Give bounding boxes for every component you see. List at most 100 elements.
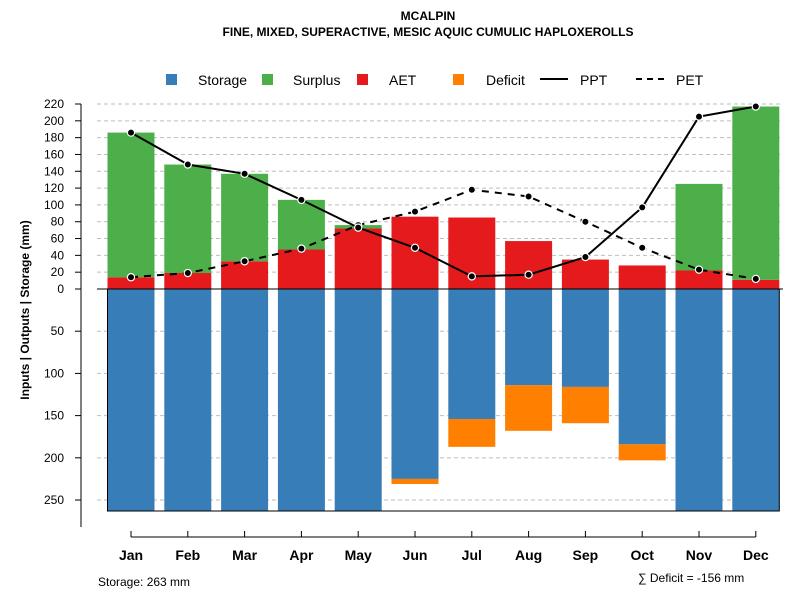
y-tick-label: 100 (44, 366, 64, 380)
bar-surplus-nov (675, 183, 723, 271)
bar-surplus-feb (164, 164, 212, 274)
bar-surplus-mar (221, 173, 269, 262)
bar-aet-dec (732, 279, 780, 289)
point-pet-oct (638, 243, 647, 252)
x-tick-label-apr: Apr (289, 547, 314, 563)
y-tick-label: 150 (44, 409, 64, 423)
y-tick-label: 180 (44, 131, 64, 145)
bar-storage-nov (675, 289, 723, 511)
point-pet-nov (694, 265, 704, 274)
y-tick-label: 80 (51, 215, 65, 229)
bar-storage-oct (618, 289, 666, 445)
bar-deficit-jul (448, 418, 496, 447)
legend-swatch-surplus (262, 74, 273, 85)
bar-deficit-oct (618, 444, 666, 461)
bar-deficit-jun (391, 478, 439, 484)
point-pet-jun (410, 207, 420, 216)
point-pet-aug (524, 192, 533, 201)
legend-label-storage: Storage (198, 72, 247, 88)
legend-label-pet: PET (676, 72, 704, 88)
point-ppt-dec (751, 102, 761, 111)
legend-label-deficit: Deficit (486, 72, 525, 88)
bar-aet-sep (561, 259, 609, 289)
bar-aet-jun (391, 216, 439, 289)
bar-storage-feb (164, 289, 212, 511)
bar-storage-sep (561, 289, 609, 387)
bar-aet-feb (164, 273, 212, 289)
line-pet (130, 188, 756, 280)
point-pet-feb (183, 268, 192, 278)
x-tick-label-may: May (345, 547, 372, 563)
storage-footnote: Storage: 263 mm (98, 575, 190, 589)
y-tick-label: 100 (44, 198, 64, 212)
bar-aet-apr (277, 249, 325, 289)
y-tick-label: 160 (44, 147, 64, 161)
x-tick-label-feb: Feb (175, 547, 200, 563)
bar-aet-mar (221, 261, 269, 289)
point-ppt-jun (410, 243, 420, 252)
legend-swatch-storage (166, 74, 177, 85)
point-pet-jan (126, 273, 136, 282)
legend-label-surplus: Surplus (293, 72, 340, 88)
deficit-footnote: ∑ Deficit = -156 mm (638, 571, 744, 585)
bar-aet-oct (618, 265, 666, 289)
bar-deficit-sep (561, 386, 609, 424)
chart-subtitle: FINE, MIXED, SUPERACTIVE, MESIC AQUIC CU… (223, 25, 634, 39)
point-ppt-nov (694, 112, 704, 121)
y-axis-label: Inputs | Outputs | Storage (mm) (18, 220, 32, 399)
y-tick-label: 50 (51, 324, 65, 338)
bars (107, 106, 780, 512)
bar-storage-jun (391, 289, 439, 479)
point-pet-sep (581, 217, 590, 226)
x-tick-label-nov: Nov (686, 547, 713, 563)
bar-storage-may (334, 289, 382, 511)
point-ppt-jul (467, 272, 476, 281)
y-tick-label: 200 (44, 114, 64, 128)
point-ppt-may (354, 223, 363, 232)
x-tick-label-aug: Aug (515, 547, 542, 563)
bar-storage-jul (448, 289, 496, 419)
legend: Storage Surplus AET Deficit PPT PET (166, 72, 704, 88)
point-ppt-oct (638, 203, 647, 212)
bar-surplus-jan (107, 132, 155, 278)
x-tick-label-jul: Jul (462, 547, 482, 563)
line-ppt (130, 105, 756, 278)
gridlines (97, 103, 783, 501)
series-lines (126, 102, 761, 284)
point-pet-dec (751, 274, 761, 284)
y-tick-label: 250 (44, 493, 64, 507)
point-ppt-apr (297, 195, 306, 205)
bar-aet-may (334, 228, 382, 289)
y-tick-label: 60 (51, 232, 65, 246)
bar-surplus-dec (732, 106, 780, 280)
x-tick-label-mar: Mar (232, 547, 257, 563)
x-axis: Jan Feb Mar Apr May Jun Jul Aug Sep Oct Nov Dec (119, 531, 769, 563)
x-tick-label-dec: Dec (743, 547, 769, 563)
bar-storage-apr (277, 289, 325, 511)
y-tick-label: 0 (57, 282, 64, 296)
legend-swatch-aet (357, 74, 368, 85)
chart-title: MCALPIN (401, 9, 456, 23)
x-tick-label-jun: Jun (403, 547, 428, 563)
y-axis: 0 20 40 60 80 100 120 140 160 180 200 220 50 100 150 20… (44, 97, 82, 527)
point-ppt-jan (126, 128, 136, 137)
y-tick-label: 140 (44, 164, 64, 178)
point-ppt-feb (183, 160, 192, 169)
legend-label-aet: AET (389, 72, 417, 88)
y-tick-label: 220 (44, 97, 64, 111)
bar-aet-nov (675, 270, 723, 289)
point-pet-apr (297, 244, 306, 253)
y-tick-label: 200 (44, 451, 64, 465)
point-ppt-mar (240, 169, 249, 178)
point-ppt-sep (581, 252, 590, 262)
legend-label-ppt: PPT (580, 72, 608, 88)
bar-storage-dec (732, 289, 780, 511)
bar-storage-mar (221, 289, 269, 511)
x-tick-label-sep: Sep (573, 547, 599, 563)
y-tick-label: 40 (51, 248, 65, 262)
bar-aet-jan (107, 277, 155, 289)
point-pet-jul (467, 185, 476, 194)
y-tick-label: 120 (44, 181, 64, 195)
y-tick-label: 20 (51, 265, 65, 279)
